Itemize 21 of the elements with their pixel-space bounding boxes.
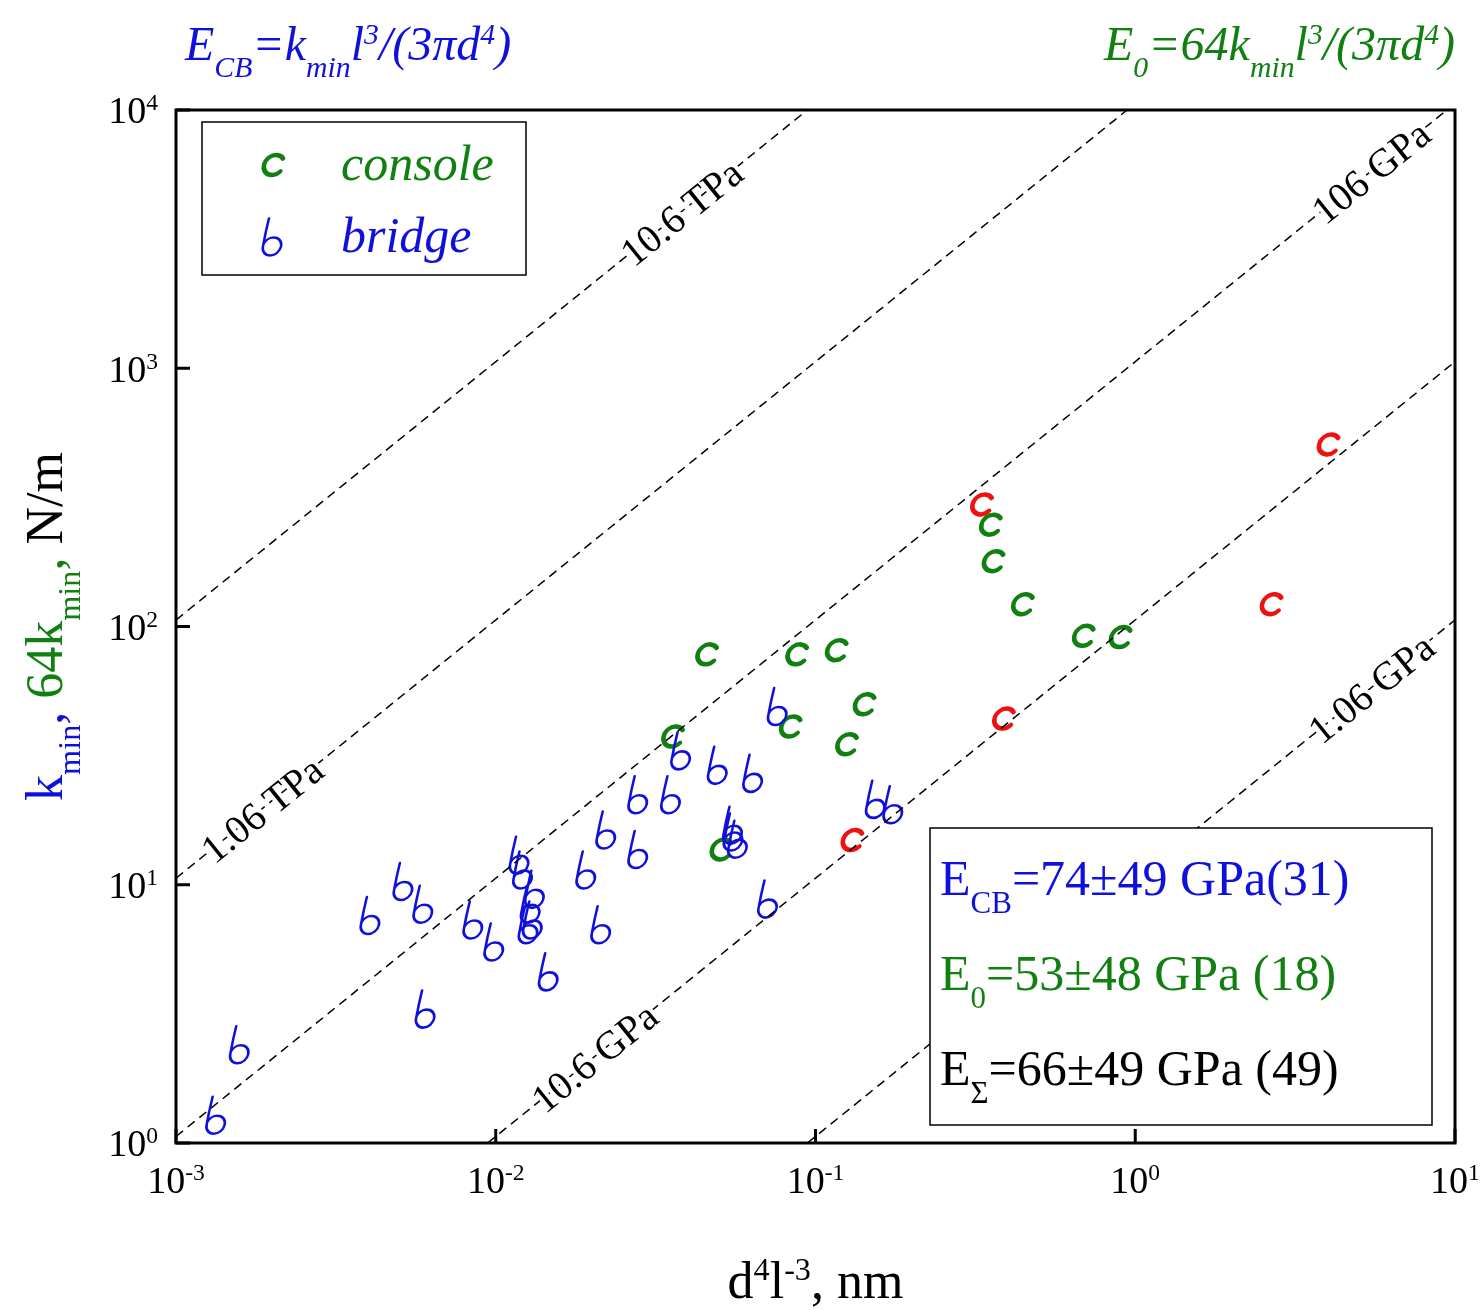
x-tick-label: 10$^{-1}$ (786, 1159, 845, 1201)
text: 10.6 TPa (611, 149, 752, 276)
legend-label: console (341, 135, 494, 191)
y-tick-label: 10$^{1}$ (108, 864, 158, 907)
annotation: E$_{CB}$=74±49 GPa(31) (940, 850, 1350, 920)
annotation: E$_{0}$=53±48 GPa (18) (940, 945, 1337, 1015)
text: 106 GPa (1302, 110, 1440, 234)
text: E$_{CB}$=k$_{min}$l$^{3}$/(3πd$^{4}$) (185, 16, 512, 83)
text: 1.06 TPa (191, 746, 333, 873)
annotation: E$_{Σ}$=66±49 GPa (49) (940, 1040, 1339, 1110)
x-tick-label: 10$^{-2}$ (466, 1159, 525, 1201)
y-tick-label: 10$^{3}$ (108, 347, 158, 390)
y-tick-label: 10$^{2}$ (108, 605, 158, 648)
y-tick-label: 10$^{4}$ (108, 89, 159, 132)
x-tick-label: 10$^{0}$ (1110, 1159, 1161, 1201)
text: 1.06 GPa (1299, 623, 1444, 753)
legend-label: bridge (341, 207, 472, 263)
x-tick-label: 10$^{1}$ (1430, 1159, 1480, 1201)
x-axis-title: d$^{4}$l$^{-3}$, nm (727, 1251, 904, 1309)
text: 10.6 GPa (522, 993, 667, 1122)
text: E$_{0}$=64k$_{min}$l$^{3}$/(3πd$^{4}$) (1104, 16, 1455, 83)
